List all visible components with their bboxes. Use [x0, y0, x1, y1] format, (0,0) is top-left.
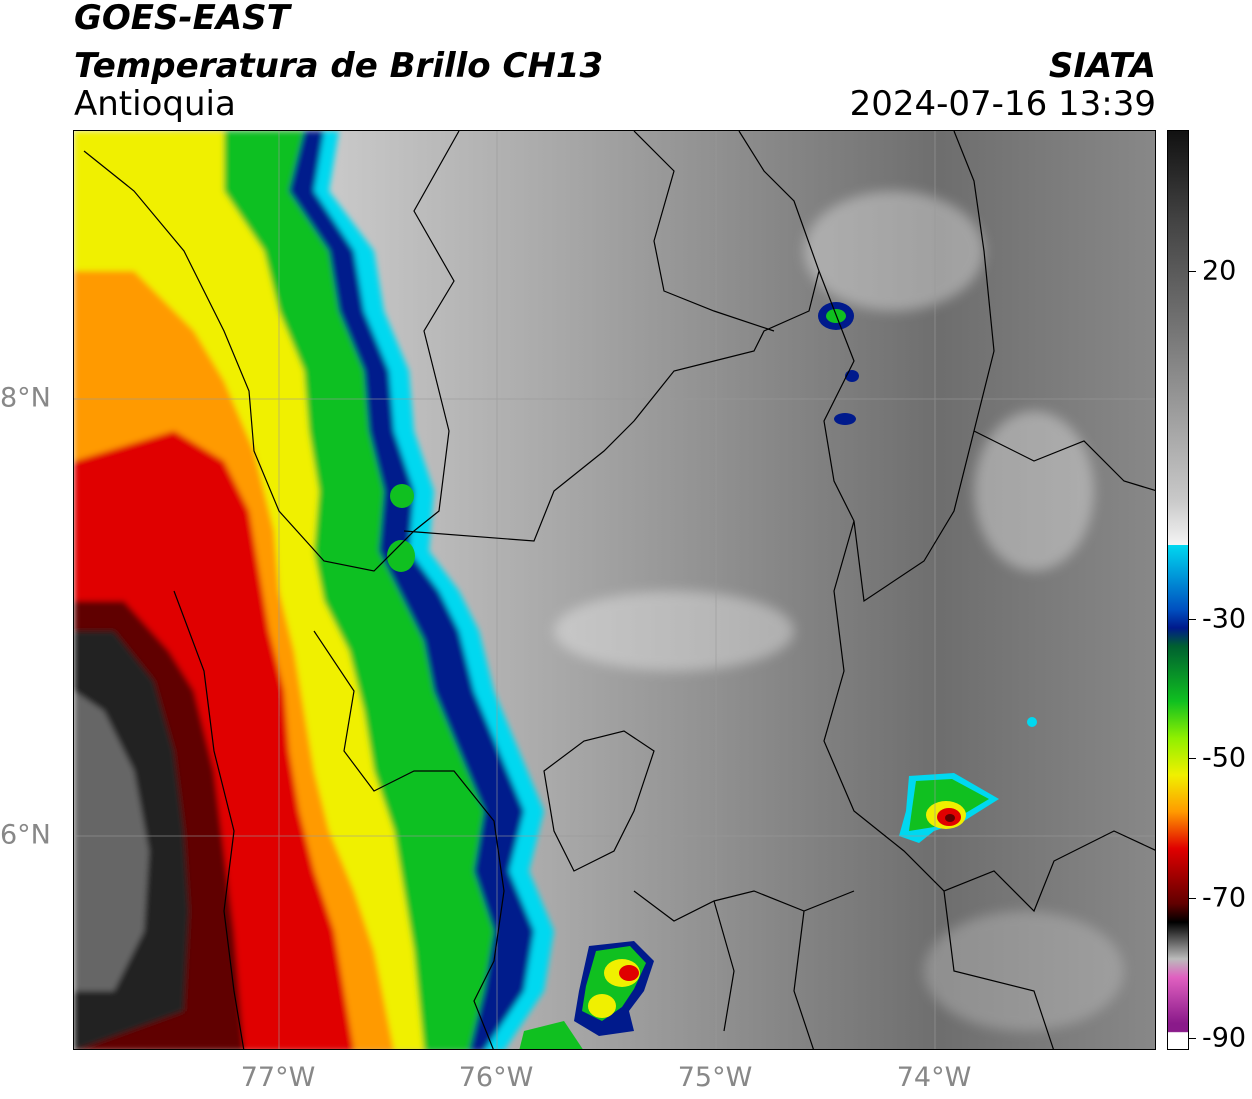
map-canvas: [74, 131, 1155, 1049]
y-tick-label: 8°N: [0, 382, 51, 414]
timestamp-label: 2024-07-16 13:39: [849, 84, 1156, 124]
colorbar-tick: [1189, 271, 1196, 272]
colorbar-gradient: [1168, 131, 1188, 1049]
x-tick-label: 74°W: [896, 1062, 972, 1093]
colorbar-label: -50: [1202, 742, 1247, 774]
y-tick-label: 6°N: [0, 819, 51, 851]
colorbar-label: 20: [1202, 255, 1237, 287]
title-satellite: GOES-EAST: [74, 0, 290, 38]
cold-cloud-mass: [74, 131, 554, 1049]
gridlines: [74, 131, 1155, 1049]
colorbar-label: -30: [1202, 603, 1247, 635]
colorbar: [1167, 130, 1189, 1050]
colorbar-label: -70: [1202, 882, 1247, 914]
cloud-streaks: [554, 191, 1124, 1031]
colorbar-tick: [1189, 1038, 1196, 1039]
satellite-map: [73, 130, 1156, 1050]
colorbar-label: -90: [1202, 1022, 1247, 1054]
x-tick-label: 76°W: [458, 1062, 534, 1093]
admin-boundaries: [83, 131, 1155, 1049]
x-tick-label: 77°W: [240, 1062, 316, 1093]
x-tick-label: 75°W: [677, 1062, 753, 1093]
title-product: Temperatura de Brillo CH13: [74, 46, 604, 86]
colorbar-tick: [1189, 758, 1196, 759]
agency-label: SIATA: [1048, 46, 1156, 86]
colorbar-tick: [1189, 898, 1196, 899]
convective-cells: [387, 302, 1037, 1049]
colorbar-tick: [1189, 619, 1196, 620]
region-label: Antioquia: [74, 84, 236, 124]
